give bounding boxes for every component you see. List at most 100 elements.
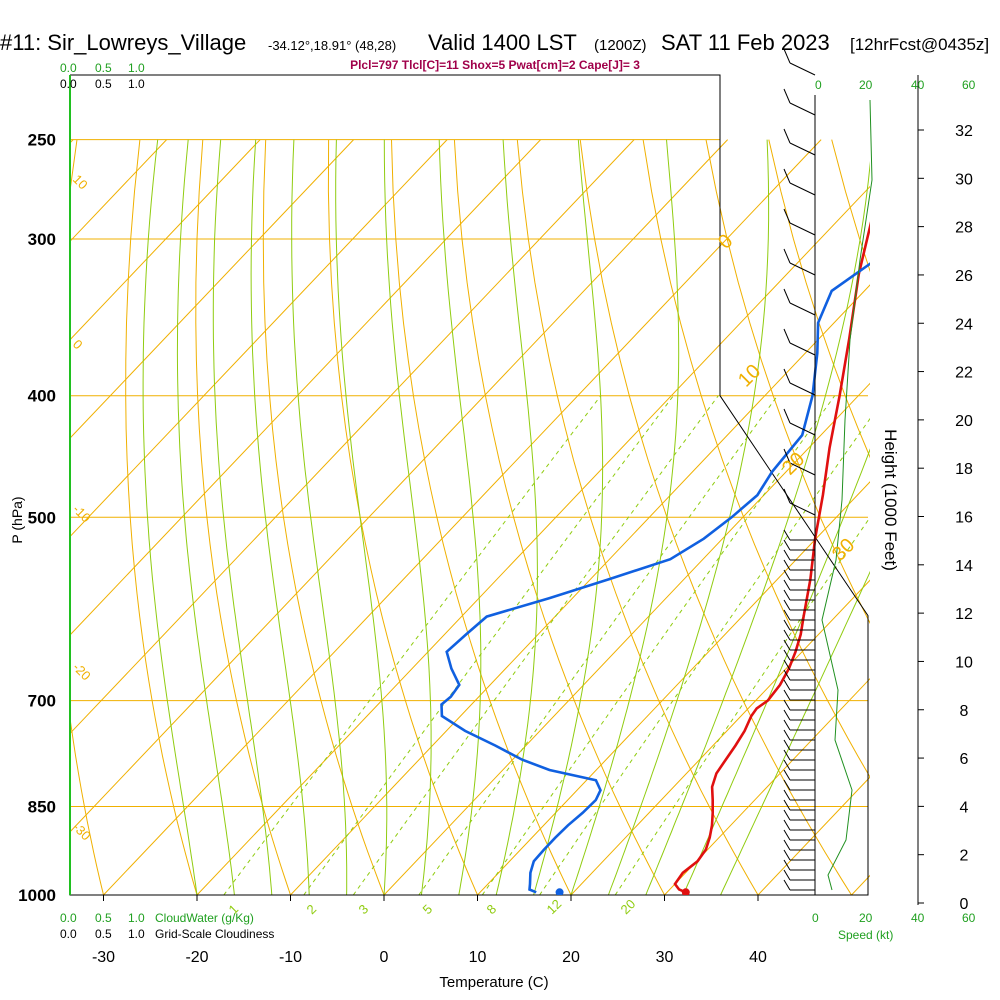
wind-barb-flag bbox=[783, 619, 791, 631]
cloudwater-label: CloudWater (g/Kg) bbox=[155, 911, 254, 925]
dewpoint-line bbox=[440, 262, 870, 894]
mixing-ratio-line bbox=[539, 417, 870, 895]
x-axis-label: Temperature (C) bbox=[439, 974, 548, 991]
isotherm-line bbox=[70, 139, 448, 538]
wind-barb bbox=[783, 749, 815, 761]
wind-barb bbox=[783, 128, 816, 156]
wind-barb bbox=[783, 729, 815, 741]
dry-adiabat-line bbox=[516, 139, 759, 895]
cloudiness-scale-bottom-1: 0.5 bbox=[95, 927, 112, 941]
moist-adiabat-line bbox=[533, 139, 604, 895]
y-tick-label: 850 bbox=[28, 797, 56, 816]
wind-barb bbox=[783, 168, 816, 196]
forecast-info: [12hrFcst@0435z] bbox=[850, 35, 989, 54]
dry-adiabat-line bbox=[579, 139, 852, 895]
wind-barb-flag bbox=[783, 849, 791, 861]
wind-barb bbox=[783, 48, 816, 76]
x-tick-label: 10 bbox=[469, 949, 487, 966]
wind-barb-flag bbox=[783, 569, 791, 581]
wind-barb-flag bbox=[783, 669, 791, 681]
wind-barb bbox=[783, 679, 815, 691]
dry-adiabat-line bbox=[768, 139, 870, 459]
wind-barb-flag bbox=[783, 809, 791, 821]
wind-barb bbox=[783, 448, 816, 476]
wind-barb-staff bbox=[789, 62, 816, 76]
wind-barb bbox=[783, 639, 815, 651]
mixing-ratio-label: 8 bbox=[484, 901, 500, 917]
wind-barb-flag bbox=[783, 539, 791, 551]
y-tick-label: 400 bbox=[28, 387, 56, 406]
temperature-surface-point bbox=[681, 888, 690, 895]
wind-barb-flag bbox=[783, 839, 791, 851]
cloudiness-scale-top-0: 0.0 bbox=[60, 77, 77, 91]
wind-barb-flag bbox=[783, 168, 791, 184]
wind-barb-staff bbox=[789, 502, 816, 516]
wind-barb-flag bbox=[783, 639, 791, 651]
cloud-scale-top-0: 0.0 bbox=[60, 61, 77, 75]
speed-label: Speed (kt) bbox=[838, 928, 893, 942]
mixing-ratio-label: 2 bbox=[304, 901, 320, 917]
moist-adiabat-line bbox=[291, 139, 348, 895]
wind-barb bbox=[783, 88, 816, 116]
isotherm-line bbox=[851, 874, 870, 895]
isotherm-label-left: -10 bbox=[70, 502, 94, 526]
wind-barb-flag bbox=[783, 579, 791, 591]
wind-barb-staff bbox=[789, 302, 816, 316]
wind-barb bbox=[783, 739, 815, 751]
wind-barb bbox=[783, 529, 815, 541]
mixing-ratio-line bbox=[418, 395, 778, 895]
wind-barb-staff bbox=[789, 342, 816, 356]
wind-barb bbox=[783, 488, 816, 516]
wind-barb bbox=[783, 769, 815, 781]
wind-barb-flag bbox=[783, 448, 791, 464]
height-tick-label: 10 bbox=[955, 654, 973, 671]
wind-barb bbox=[783, 619, 815, 631]
isotherm-label-left: 0 bbox=[70, 337, 86, 353]
wind-barb-staff bbox=[789, 262, 816, 276]
cloud-scale-bottom-2: 1.0 bbox=[128, 911, 145, 925]
wind-barb bbox=[783, 869, 815, 881]
wind-barb-flag bbox=[783, 729, 791, 741]
y-axis-label: P (hPa) bbox=[9, 496, 25, 543]
wind-barb-flag bbox=[783, 488, 791, 504]
speed-tick-top-0: 0 bbox=[815, 78, 822, 92]
wind-barb bbox=[783, 859, 815, 871]
wind-barb bbox=[783, 559, 815, 571]
dry-adiabat-line bbox=[642, 139, 870, 778]
wind-barb-flag bbox=[783, 589, 791, 601]
speed-tick-bottom-1: 20 bbox=[859, 911, 873, 925]
wind-barb-flag bbox=[783, 779, 791, 791]
wind-barb bbox=[783, 799, 815, 811]
height-tick-label: 12 bbox=[955, 606, 973, 623]
height-tick-label: 8 bbox=[960, 703, 969, 720]
wind-barb-flag bbox=[783, 368, 791, 384]
wind-barb-flag bbox=[783, 819, 791, 831]
wind-barb bbox=[783, 779, 815, 791]
moist-adiabat-line bbox=[335, 139, 388, 895]
wind-barb bbox=[783, 709, 815, 721]
stability-indices: Plcl=797 Tlcl[C]=11 Shox=5 Pwat[cm]=2 Ca… bbox=[350, 58, 640, 72]
wind-barb-flag bbox=[783, 629, 791, 641]
wind-barb-flag bbox=[783, 659, 791, 671]
isotherm-label-left: -20 bbox=[70, 660, 94, 684]
valid-time: Valid 1400 LST bbox=[428, 30, 577, 55]
mixing-ratio-line bbox=[303, 395, 674, 895]
wind-barb bbox=[783, 539, 815, 551]
mixing-ratio-label: 20 bbox=[618, 896, 639, 917]
y-tick-label: 500 bbox=[28, 508, 56, 527]
wind-barb-flag bbox=[783, 829, 791, 841]
height-tick-label: 30 bbox=[955, 171, 973, 188]
moist-adiabat-line bbox=[720, 570, 870, 895]
moist-adiabat-line bbox=[645, 160, 870, 895]
wind-barb bbox=[783, 649, 815, 661]
isotherm-line bbox=[383, 382, 870, 895]
wind-barb bbox=[783, 819, 815, 831]
wind-barb-flag bbox=[783, 549, 791, 561]
isotherm-line bbox=[290, 284, 870, 895]
moist-adiabat-line bbox=[142, 139, 198, 895]
speed-tick-top-3: 60 bbox=[962, 78, 976, 92]
dry-adiabat-line bbox=[125, 139, 198, 895]
wind-barb-flag bbox=[783, 248, 791, 264]
station-title: #11: Sir_Lowreys_Village bbox=[0, 30, 246, 55]
